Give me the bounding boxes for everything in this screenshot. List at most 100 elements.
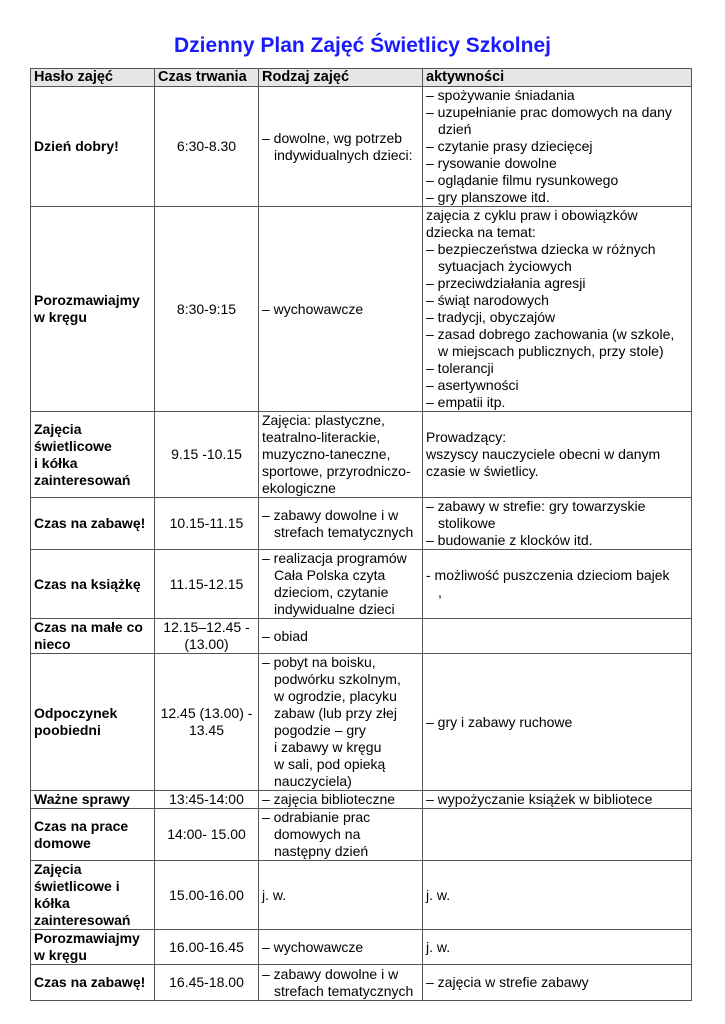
cell-line: – gry i zabawy ruchowe bbox=[426, 713, 573, 730]
slogan-cell: Ważne sprawy bbox=[30, 790, 155, 809]
table-row: Czas na zabawę! 16.45-18.00 – zabawy dowol… bbox=[30, 964, 692, 1001]
cell-line: j. w. bbox=[426, 938, 451, 955]
cell-line: dziecka na temat: bbox=[426, 224, 536, 240]
cell-line: Prowadzący: bbox=[426, 429, 507, 445]
cell-line: zabaw (lub przy złej bbox=[274, 705, 397, 721]
cell-line: ekologiczne bbox=[262, 480, 336, 496]
cell-line: – odrabianie prac bbox=[262, 809, 371, 825]
cell-line: Porozmawiajmy bbox=[34, 930, 140, 946]
slogan-cell: Czas na zabawę! bbox=[30, 964, 155, 1001]
slogan-cell: Czas na książkę bbox=[30, 549, 155, 619]
type-cell: – wychowawcze bbox=[258, 206, 423, 412]
cell-line: sytuacjach życiowych bbox=[438, 258, 572, 274]
cell-line: – wychowawcze bbox=[262, 938, 364, 955]
duration-cell: 11.15-12.15 bbox=[154, 549, 259, 619]
cell-line: indywidualnych dzieci: bbox=[274, 146, 413, 163]
header-aktywnosci: aktywności bbox=[422, 68, 692, 87]
cell-line: – pobyt na boisku, bbox=[262, 654, 376, 670]
cell-line: (13.00) bbox=[184, 636, 229, 652]
cell-line: 6:30-8.30 bbox=[176, 138, 237, 154]
cell-line: w kręgu bbox=[34, 309, 87, 325]
cell-line: 13:45-14:00 bbox=[169, 791, 244, 807]
cell-line: w sali, pod opieką bbox=[274, 756, 386, 772]
header-haslo: Hasło zajęć bbox=[30, 68, 155, 87]
slogan-cell: Dzień dobry! bbox=[30, 86, 155, 207]
table-row: Czas na zabawę! 10.15-11.15 – zabawy dowol… bbox=[30, 497, 692, 550]
cell-line: wszyscy nauczyciele obecni w danym bbox=[426, 446, 661, 462]
cell-line: – realizacja programów bbox=[262, 550, 407, 566]
duration-cell: 10.15-11.15 bbox=[154, 497, 259, 550]
cell-line: – asertywności bbox=[426, 377, 519, 393]
cell-line: 8:30-9:15 bbox=[176, 300, 237, 317]
activities-cell: – zajęcia w strefie zabawy bbox=[422, 964, 692, 1001]
slogan-cell: Zajęcia świetlicowe i kółka zainteresowań bbox=[30, 860, 155, 930]
cell-line: domowych na bbox=[274, 826, 361, 842]
cell-line: indywidualne dzieci bbox=[274, 601, 395, 617]
table-row: Dzień dobry! 6:30-8.30 – dowolne, wg potrz… bbox=[30, 86, 692, 207]
cell-line: 16.45-18.00 bbox=[169, 974, 244, 990]
duration-cell: 14:00- 15.00 bbox=[154, 808, 259, 861]
cell-line: kółka bbox=[34, 895, 70, 911]
duration-cell: 13:45-14:00 bbox=[154, 790, 259, 809]
table-row: Zajęcia świetlicowe i kółka zainteresowań 15… bbox=[30, 860, 692, 930]
activities-cell: j. w. bbox=[422, 860, 692, 930]
cell-line: poobiedni bbox=[34, 722, 101, 738]
activities-cell bbox=[422, 618, 692, 654]
cell-line: – obiad bbox=[262, 627, 308, 644]
cell-line: – zabawy dowolne i w bbox=[262, 965, 399, 982]
type-cell: – zajęcia biblioteczne bbox=[258, 790, 423, 809]
cell-line: – bezpieczeństwa dziecka w różnych bbox=[426, 241, 656, 257]
cell-line: zainteresowań bbox=[34, 912, 131, 928]
cell-line: w miejscach publicznych, przy stole) bbox=[438, 343, 664, 359]
type-cell: – dowolne, wg potrzeb indywidualnych dzie… bbox=[258, 86, 423, 207]
cell-line: 12.45 (13.00) - bbox=[160, 705, 253, 721]
duration-cell: 15.00-16.00 bbox=[154, 860, 259, 930]
type-cell: – realizacja programów Cała Polska czyta d… bbox=[258, 549, 423, 619]
duration-cell: 12.45 (13.00) -13.45 bbox=[154, 653, 259, 791]
table-row: Czas na książkę 11.15-12.15 – realizacja p… bbox=[30, 549, 692, 619]
cell-line: Zajęcia: plastyczne, bbox=[262, 412, 385, 428]
table-row: Odpoczynek poobiedni 12.45 (13.00) -13.45–… bbox=[30, 653, 692, 791]
header-rodzaj: Rodzaj zajęć bbox=[258, 68, 423, 87]
type-cell: j. w. bbox=[258, 860, 423, 930]
table-row: Ważne sprawy 13:45-14:00 – zajęcia bibliot… bbox=[30, 790, 692, 809]
activities-cell: j. w. bbox=[422, 929, 692, 965]
cell-line: – zasad dobrego zachowania (w szkole, bbox=[426, 326, 675, 342]
cell-line: zainteresowań bbox=[34, 471, 131, 488]
type-cell: – pobyt na boisku, podwórku szkolnym, w og… bbox=[258, 653, 423, 791]
cell-line: – zabawy w strefie: gry towarzyskie bbox=[426, 498, 646, 514]
cell-line: dzień bbox=[438, 121, 472, 137]
type-cell: – obiad bbox=[258, 618, 423, 654]
cell-line: Zajęcia bbox=[34, 861, 82, 877]
cell-line: 15.00-16.00 bbox=[169, 886, 244, 903]
cell-line: strefach tematycznych bbox=[274, 982, 414, 999]
table-row: Zajęcia świetlicowe i kółka zainteresowań 9.… bbox=[30, 411, 692, 498]
cell-line: – uzupełnianie prac domowych na dany bbox=[426, 104, 672, 120]
cell-line: i zabawy w kręgu bbox=[274, 739, 382, 755]
cell-line: j. w. bbox=[262, 886, 287, 903]
cell-line: – tolerancji bbox=[426, 360, 494, 376]
slogan-cell: Porozmawiajmy w kręgu bbox=[30, 929, 155, 965]
cell-line: i kółka bbox=[34, 454, 78, 471]
cell-line: – tradycji, obyczajów bbox=[426, 309, 556, 325]
cell-line: 10.15-11.15 bbox=[169, 515, 244, 531]
cell-line: Czas na książkę bbox=[34, 575, 141, 592]
cell-line: dzieciom, czytanie bbox=[274, 584, 389, 600]
cell-line: świetlicowe bbox=[34, 437, 112, 454]
cell-line: – budowanie z klocków itd. bbox=[426, 532, 593, 548]
cell-line: 16.00-16.45 bbox=[169, 938, 244, 955]
cell-line: Zajęcia bbox=[34, 420, 82, 437]
activities-cell: – gry i zabawy ruchowe bbox=[422, 653, 692, 791]
cell-line: domowe bbox=[34, 834, 91, 851]
activities-cell: – wypożyczanie książek w bibliotece bbox=[422, 790, 692, 809]
slogan-cell: Czas na zabawę! bbox=[30, 497, 155, 550]
cell-line: stolikowe bbox=[438, 515, 496, 531]
duration-cell: 8:30-9:15 bbox=[154, 206, 259, 412]
slogan-cell: Odpoczynek poobiedni bbox=[30, 653, 155, 791]
duration-cell: 16.45-18.00 bbox=[154, 964, 259, 1001]
type-cell: – odrabianie prac domowych na następny dzi… bbox=[258, 808, 423, 861]
cell-line: następny dzień bbox=[274, 843, 369, 859]
cell-line: – gry planszowe itd. bbox=[426, 189, 550, 205]
cell-line: Porozmawiajmy bbox=[34, 292, 140, 308]
duration-cell: 9.15 -10.15 bbox=[154, 411, 259, 498]
